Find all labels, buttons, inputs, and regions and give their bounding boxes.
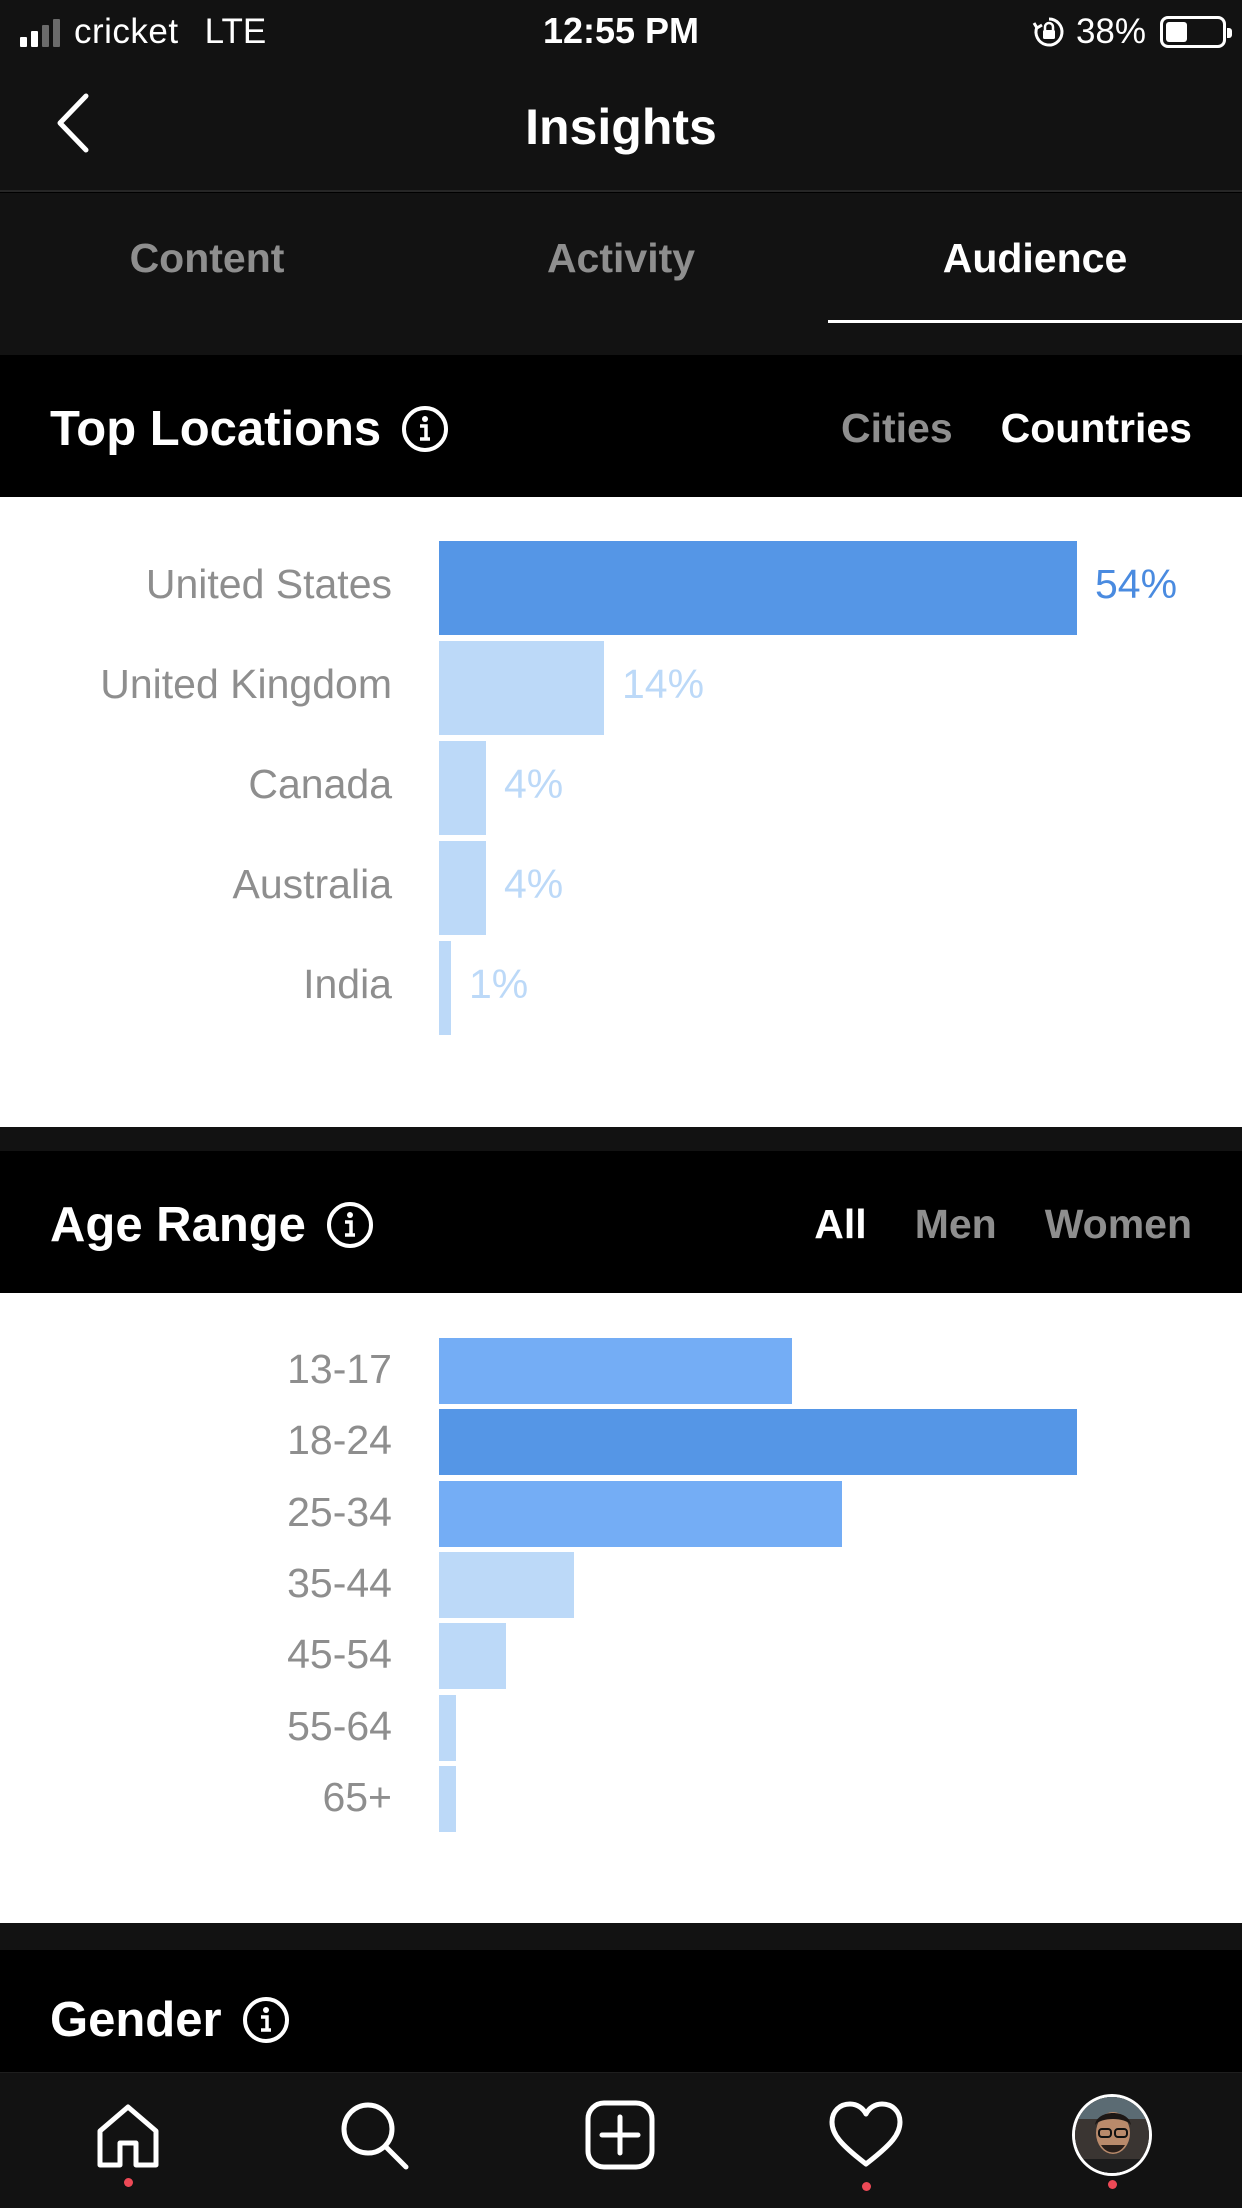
battery-fill (1166, 22, 1187, 42)
location-row: United Kingdom 14% (0, 641, 1242, 735)
status-left: cricket LTE (20, 12, 266, 52)
nav-profile[interactable] (1072, 2094, 1152, 2189)
home-icon (97, 2104, 159, 2168)
gender-header: Gender (0, 1950, 1242, 2072)
top-locations-header: Top Locations Cities Countries (0, 355, 1242, 497)
age-range-title-text: Age Range (50, 1198, 306, 1252)
location-percent: 4% (504, 761, 564, 807)
location-percent: 1% (469, 961, 529, 1007)
age-bar (439, 1338, 792, 1404)
tab-content[interactable]: Content (129, 235, 285, 281)
location-bar (439, 841, 486, 935)
location-row: United States 54% (0, 541, 1242, 635)
top-locations-chart: United States 54% United Kingdom 14% Canada 4… (0, 497, 1242, 1127)
section-divider (0, 1127, 1242, 1151)
age-bar (439, 1766, 456, 1832)
age-label: 18-24 (287, 1417, 392, 1463)
info-icon[interactable] (401, 405, 449, 453)
location-percent: 14% (622, 661, 705, 707)
age-label: 13-17 (287, 1346, 392, 1392)
status-time: 12:55 PM (542, 10, 700, 51)
location-bar (439, 941, 451, 1035)
age-row: 25-34 (0, 1481, 1242, 1547)
tab-activity[interactable]: Activity (546, 235, 696, 281)
location-row: Canada 4% (0, 741, 1242, 835)
filter-countries[interactable]: Countries (1000, 405, 1192, 451)
age-bar (439, 1552, 574, 1618)
location-row: India 1% (0, 941, 1242, 1035)
location-row: Australia 4% (0, 841, 1242, 935)
gender-title-text: Gender (50, 1993, 222, 2047)
notification-dot (1108, 2180, 1117, 2189)
nav-new-post[interactable] (580, 2095, 660, 2175)
filter-cities[interactable]: Cities (840, 405, 953, 451)
age-bar (439, 1481, 842, 1547)
filter-all[interactable]: All (814, 1201, 867, 1247)
location-bar (439, 741, 486, 835)
notification-dot (124, 2178, 133, 2187)
tab-audience[interactable]: Audience (828, 193, 1242, 323)
age-label: 65+ (322, 1774, 392, 1820)
filter-women[interactable]: Women (1044, 1201, 1192, 1247)
age-row: 55-64 (0, 1695, 1242, 1761)
status-bar: cricket LTE 12:55 PM 38% (0, 0, 1242, 62)
nav-search[interactable] (334, 2095, 414, 2175)
section-divider (0, 323, 1242, 355)
age-row: 13-17 (0, 1338, 1242, 1404)
age-label: 25-34 (287, 1489, 392, 1535)
avatar (1072, 2094, 1152, 2176)
bottom-tab-bar (0, 2072, 1242, 2208)
battery-icon (1160, 16, 1232, 48)
filter-men[interactable]: Men (914, 1201, 997, 1247)
age-label: 35-44 (287, 1560, 392, 1606)
age-range-chart: 13-17 18-24 25-34 35-44 45-54 55-64 65+ (0, 1293, 1242, 1923)
location-percent: 4% (504, 861, 564, 907)
age-row: 45-54 (0, 1623, 1242, 1689)
age-row: 65+ (0, 1766, 1242, 1832)
top-locations-title-text: Top Locations (50, 402, 382, 456)
age-row: 18-24 (0, 1409, 1242, 1475)
location-percent: 54% (1095, 561, 1178, 607)
info-icon[interactable] (326, 1201, 374, 1249)
back-chevron-icon[interactable] (46, 90, 106, 156)
age-label: 45-54 (287, 1631, 392, 1677)
top-locations-title: Top Locations (50, 401, 449, 457)
page-title: Insights (525, 99, 717, 155)
network-type: LTE (204, 12, 267, 51)
gender-title: Gender (50, 1992, 290, 2048)
age-bar (439, 1409, 1077, 1475)
rotation-lock-icon (1032, 17, 1064, 47)
carrier-name: cricket (74, 12, 179, 51)
info-icon[interactable] (242, 1996, 290, 2044)
signal-strength-icon (20, 17, 60, 47)
location-label: Canada (248, 761, 392, 807)
location-bar (439, 541, 1077, 635)
search-icon (341, 2102, 409, 2170)
nav-home[interactable] (88, 2095, 168, 2187)
activity-heart-icon (829, 2101, 903, 2167)
location-filters: Cities Countries (841, 405, 1192, 452)
location-bar (439, 641, 604, 735)
age-range-title: Age Range (50, 1197, 374, 1253)
age-filters: All Men Women (814, 1201, 1192, 1248)
location-label: Australia (232, 861, 392, 907)
location-label: India (303, 961, 392, 1007)
status-right: 38% (1032, 12, 1232, 52)
age-row: 35-44 (0, 1552, 1242, 1618)
section-divider (0, 1923, 1242, 1950)
age-range-header: Age Range All Men Women (0, 1151, 1242, 1293)
age-label: 55-64 (287, 1703, 392, 1749)
nav-activity[interactable] (826, 2095, 906, 2191)
age-bar (439, 1695, 456, 1761)
battery-percent: 38% (1075, 12, 1146, 51)
insights-tabs: Content Activity Audience (0, 193, 1242, 323)
location-label: United States (145, 561, 392, 607)
new-post-icon (585, 2100, 655, 2170)
profile-avatar-image (1075, 2097, 1149, 2173)
notification-dot (862, 2182, 871, 2191)
battery-nub (1227, 28, 1232, 38)
nav-header: Insights (0, 62, 1242, 192)
location-label: United Kingdom (100, 661, 392, 707)
age-bar (439, 1623, 506, 1689)
